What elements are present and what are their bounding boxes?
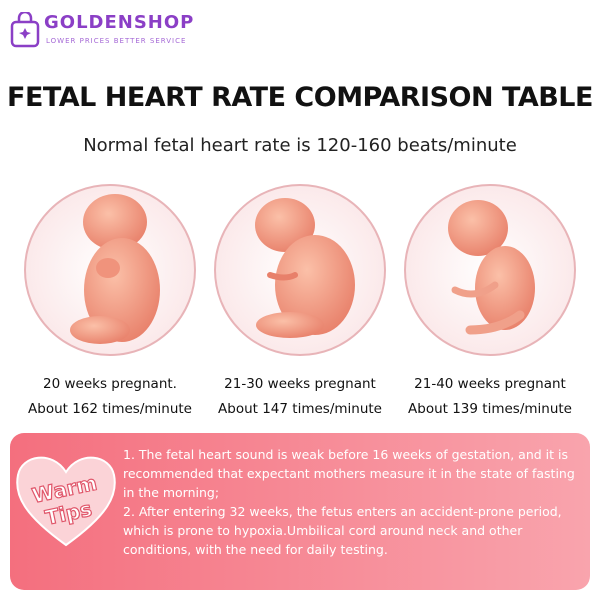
stage: 21-30 weeks pregnant About 147 times/min… bbox=[205, 372, 395, 422]
fetus-1 bbox=[24, 184, 196, 356]
tagline: LOWER PRICES BETTER SERVICE bbox=[46, 37, 187, 45]
brand: GOLDENSHOP bbox=[44, 12, 195, 33]
stage-label: 21-30 weeks pregnant bbox=[224, 376, 376, 392]
illustrations bbox=[24, 184, 576, 356]
tip: 1. The fetal heart sound is weak before … bbox=[123, 447, 575, 500]
stage-label: 20 weeks pregnant. bbox=[43, 376, 177, 392]
logo-icon bbox=[10, 12, 40, 48]
tips-list: 1. The fetal heart sound is weak before … bbox=[123, 445, 583, 559]
fetus-3 bbox=[404, 184, 576, 356]
title: FETAL HEART RATE COMPARISON TABLE bbox=[7, 82, 593, 113]
tips-box bbox=[10, 433, 590, 590]
subtitle: Normal fetal heart rate is 120-160 beats… bbox=[83, 135, 517, 156]
stage: 21-40 weeks pregnant About 139 times/min… bbox=[395, 372, 585, 422]
stage-rate: About 147 times/minute bbox=[218, 401, 382, 417]
stage-rate: About 139 times/minute bbox=[408, 401, 572, 417]
tip: 2. After entering 32 weeks, the fetus en… bbox=[123, 504, 562, 557]
tips-badge: Warm Tips bbox=[16, 456, 116, 547]
stage-rate: About 162 times/minute bbox=[28, 401, 192, 417]
fetus-2 bbox=[214, 184, 386, 356]
stage-label: 21-40 weeks pregnant bbox=[414, 376, 566, 392]
stage: 20 weeks pregnant. About 162 times/minut… bbox=[15, 372, 205, 422]
